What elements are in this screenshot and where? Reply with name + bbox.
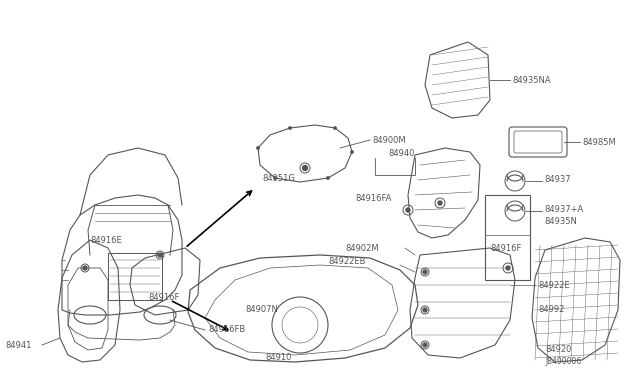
Text: 84916E: 84916E: [90, 235, 122, 244]
Circle shape: [423, 343, 427, 347]
Text: 84937+A: 84937+A: [544, 205, 583, 214]
Circle shape: [438, 201, 442, 205]
Circle shape: [289, 127, 291, 129]
Text: 84916FB: 84916FB: [208, 326, 245, 334]
Text: 84920: 84920: [545, 346, 572, 355]
Text: 84951G: 84951G: [262, 173, 295, 183]
Circle shape: [158, 253, 162, 257]
Circle shape: [406, 208, 410, 212]
Circle shape: [506, 266, 510, 270]
Circle shape: [327, 177, 329, 179]
Text: 84922E: 84922E: [538, 280, 570, 289]
Circle shape: [274, 177, 276, 179]
Circle shape: [423, 270, 427, 274]
Text: 84992: 84992: [538, 305, 564, 314]
Circle shape: [303, 166, 307, 170]
Text: 84900M: 84900M: [372, 135, 406, 144]
Text: 84922EB: 84922EB: [328, 257, 365, 266]
Text: J8490006: J8490006: [545, 357, 581, 366]
Text: 84916FA: 84916FA: [355, 193, 392, 202]
Circle shape: [257, 147, 259, 149]
Text: 84940: 84940: [388, 148, 414, 157]
Text: 84902M: 84902M: [345, 244, 379, 253]
Circle shape: [351, 151, 353, 153]
Circle shape: [423, 308, 427, 312]
Circle shape: [334, 127, 336, 129]
Text: 84910: 84910: [265, 353, 291, 362]
Text: 84941: 84941: [5, 340, 31, 350]
Text: 84907N: 84907N: [245, 305, 278, 314]
Text: 84935NA: 84935NA: [512, 76, 550, 84]
Text: 84935N: 84935N: [544, 217, 577, 225]
Text: 84916F: 84916F: [148, 294, 179, 302]
Text: 84937: 84937: [544, 174, 571, 183]
Circle shape: [83, 266, 87, 270]
Text: 84916F: 84916F: [490, 244, 522, 253]
Text: 84985M: 84985M: [582, 138, 616, 147]
